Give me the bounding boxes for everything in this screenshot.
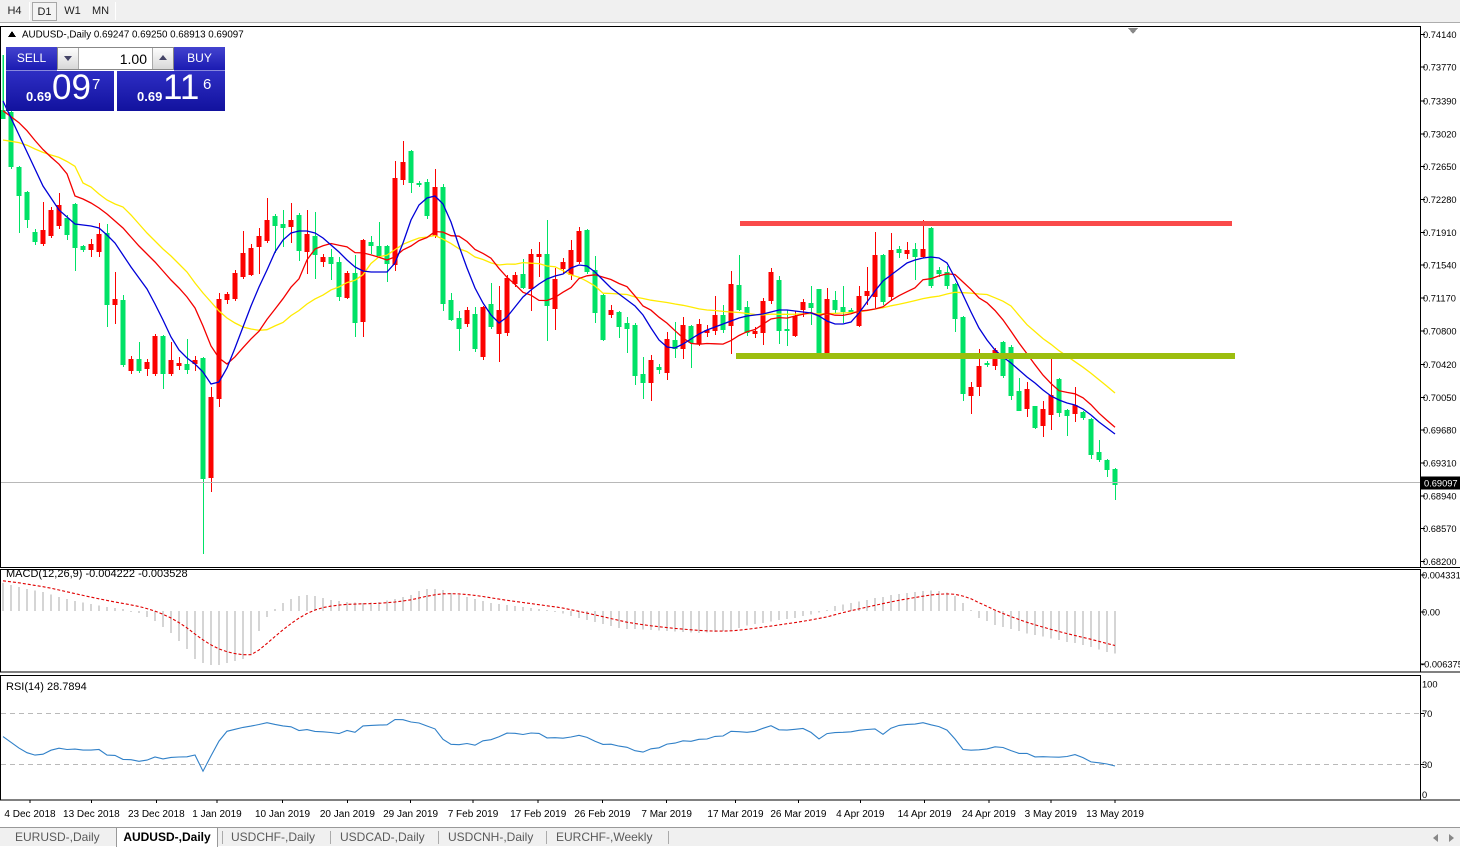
svg-text:0.68940: 0.68940 <box>1423 491 1457 501</box>
svg-text:29 Jan 2019: 29 Jan 2019 <box>383 809 438 820</box>
svg-text:0: 0 <box>1422 790 1427 800</box>
svg-text:0.004331: 0.004331 <box>1422 571 1460 581</box>
svg-text:4 Dec 2018: 4 Dec 2018 <box>4 809 56 820</box>
svg-text:13 May 2019: 13 May 2019 <box>1086 809 1144 820</box>
svg-text:0.70050: 0.70050 <box>1423 393 1457 403</box>
svg-text:7 Feb 2019: 7 Feb 2019 <box>448 809 499 820</box>
svg-text:13 Dec 2018: 13 Dec 2018 <box>63 809 120 820</box>
svg-text:0.70420: 0.70420 <box>1423 360 1457 370</box>
svg-text:-0.006375: -0.006375 <box>1421 660 1460 670</box>
svg-text:0.73020: 0.73020 <box>1423 129 1457 139</box>
svg-text:0.73770: 0.73770 <box>1423 63 1457 73</box>
svg-text:4 Apr 2019: 4 Apr 2019 <box>836 809 885 820</box>
svg-text:0.71910: 0.71910 <box>1423 228 1457 238</box>
svg-text:30: 30 <box>1422 760 1432 770</box>
svg-text:10 Jan 2019: 10 Jan 2019 <box>255 809 310 820</box>
svg-text:20 Jan 2019: 20 Jan 2019 <box>320 809 375 820</box>
svg-text:0.72280: 0.72280 <box>1423 195 1457 205</box>
svg-text:0.69097: 0.69097 <box>1424 479 1458 489</box>
svg-text:7 Mar 2019: 7 Mar 2019 <box>641 809 692 820</box>
svg-text:70: 70 <box>1422 709 1432 719</box>
svg-text:0.00: 0.00 <box>1422 608 1440 618</box>
svg-text:MACD(12,26,9) -0.004222 -0.003: MACD(12,26,9) -0.004222 -0.003528 <box>6 568 188 580</box>
svg-text:17 Mar 2019: 17 Mar 2019 <box>707 809 764 820</box>
svg-text:0.72650: 0.72650 <box>1423 162 1457 172</box>
svg-text:3 May 2019: 3 May 2019 <box>1025 809 1078 820</box>
svg-text:0.68200: 0.68200 <box>1423 557 1457 567</box>
svg-text:0.69680: 0.69680 <box>1423 426 1457 436</box>
svg-text:26 Mar 2019: 26 Mar 2019 <box>770 809 827 820</box>
svg-text:23 Dec 2018: 23 Dec 2018 <box>128 809 185 820</box>
svg-text:AUDUSD-,Daily 0.69247 0.69250: AUDUSD-,Daily 0.69247 0.69250 0.68913 0.… <box>22 30 244 41</box>
svg-text:0.71540: 0.71540 <box>1423 261 1457 271</box>
svg-text:0.71170: 0.71170 <box>1423 294 1456 304</box>
svg-text:1 Jan 2019: 1 Jan 2019 <box>192 809 242 820</box>
svg-text:0.74140: 0.74140 <box>1423 30 1457 40</box>
svg-text:RSI(14) 28.7894: RSI(14) 28.7894 <box>6 681 87 693</box>
svg-text:26 Feb 2019: 26 Feb 2019 <box>574 809 631 820</box>
svg-text:0.73390: 0.73390 <box>1423 97 1457 107</box>
svg-text:100: 100 <box>1422 680 1438 690</box>
svg-text:14 Apr 2019: 14 Apr 2019 <box>898 809 952 820</box>
svg-text:0.70800: 0.70800 <box>1423 326 1457 336</box>
svg-text:17 Feb 2019: 17 Feb 2019 <box>510 809 567 820</box>
svg-text:0.69310: 0.69310 <box>1423 459 1457 469</box>
svg-text:24 Apr 2019: 24 Apr 2019 <box>962 809 1016 820</box>
svg-text:0.68570: 0.68570 <box>1423 524 1457 534</box>
